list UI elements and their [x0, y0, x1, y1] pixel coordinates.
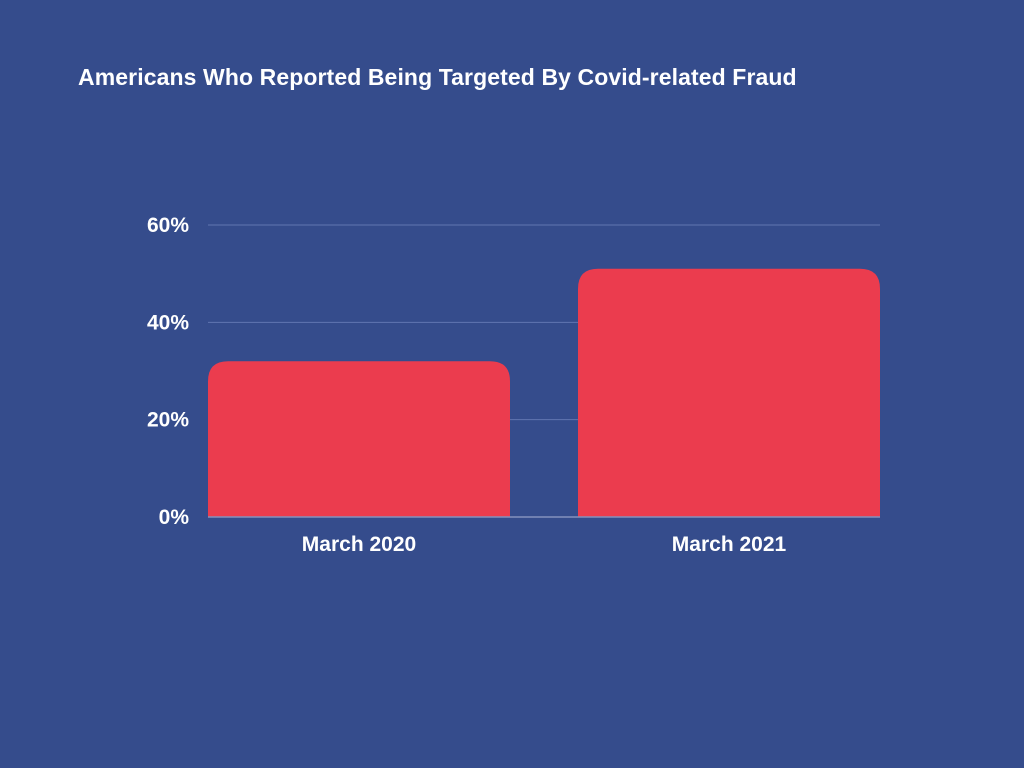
- bar: [208, 361, 510, 517]
- y-tick-label: 60%: [147, 214, 189, 237]
- bars: [208, 269, 880, 517]
- x-tick-labels: March 2020 March 2021: [302, 533, 787, 556]
- y-tick-label: 0%: [159, 506, 190, 529]
- y-tick-labels: 0% 20% 40% 60%: [147, 214, 189, 529]
- bar: [578, 269, 880, 517]
- y-tick-label: 40%: [147, 311, 189, 334]
- x-tick-label: March 2021: [672, 533, 787, 556]
- x-tick-label: March 2020: [302, 533, 416, 556]
- y-tick-label: 20%: [147, 409, 189, 432]
